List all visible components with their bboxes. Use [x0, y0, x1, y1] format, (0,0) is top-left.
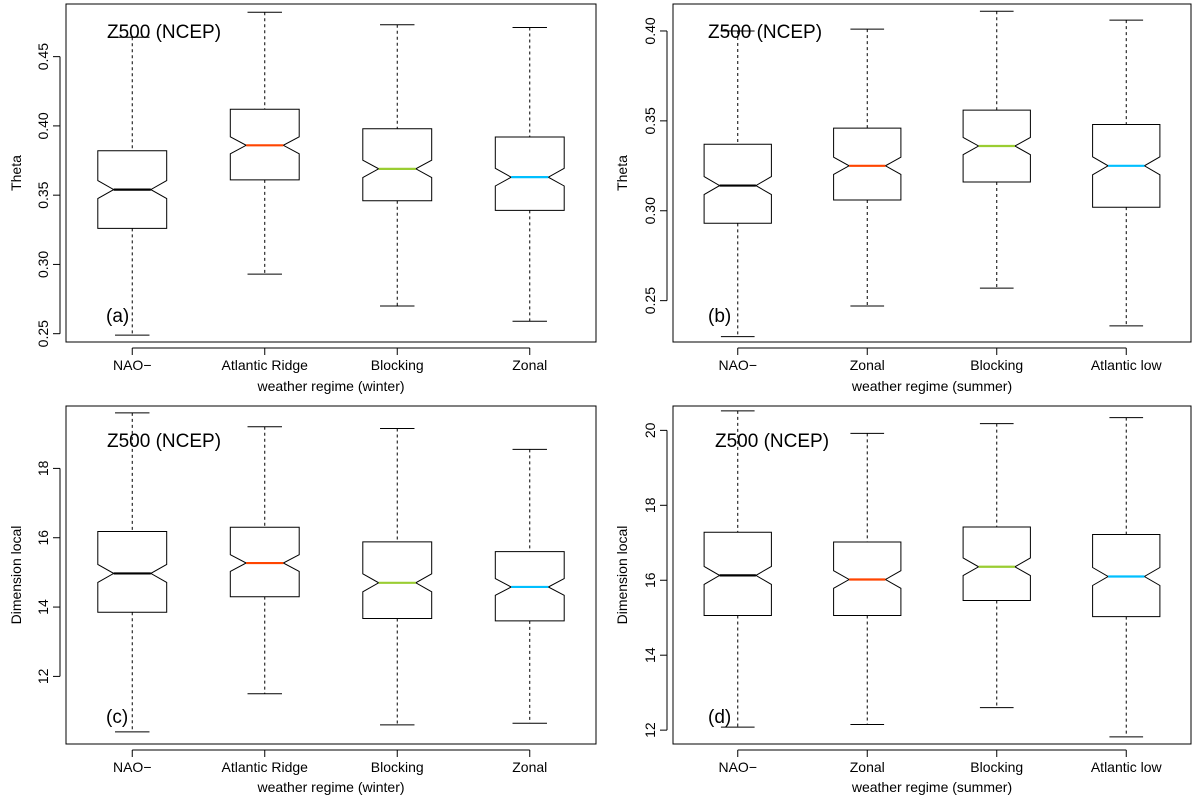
x-tick-label: NAO−: [718, 357, 757, 373]
y-tick-label: 0.35: [642, 107, 658, 134]
x-tick-label: Atlantic low: [1091, 357, 1163, 373]
panel-annotation: Z500 (NCEP): [107, 431, 221, 452]
panel-label: (d): [708, 707, 731, 728]
x-tick-label: Zonal: [512, 357, 547, 373]
y-axis-label: Theta: [614, 155, 630, 191]
y-tick-label: 12: [642, 722, 658, 738]
x-tick-label: Blocking: [371, 759, 424, 775]
panel-b: 0.25 0.30 0.35 0.40 NAO− Zonal Blocking Atlanti…: [614, 4, 1191, 394]
y-axis-label: Dimension local: [8, 526, 24, 625]
x-tick-label: Zonal: [512, 759, 547, 775]
y-tick-label: 0.40: [35, 112, 51, 139]
box: [834, 128, 901, 200]
panel-annotation: Z500 (NCEP): [107, 22, 221, 43]
x-tick-label: Zonal: [850, 357, 885, 373]
panel-label: (c): [106, 707, 128, 728]
x-axis-label: weather regime (winter): [256, 779, 404, 795]
box: [704, 532, 771, 615]
box: [495, 137, 564, 210]
box: [963, 527, 1030, 601]
y-tick-label: 0.25: [35, 320, 51, 347]
y-tick-label: 0.35: [35, 181, 51, 208]
x-axis-label: weather regime (summer): [851, 779, 1012, 795]
x-tick-label: NAO−: [113, 759, 152, 775]
x-tick-label: Blocking: [371, 357, 424, 373]
y-tick-label: 0.30: [35, 251, 51, 278]
y-tick-label: 0.30: [642, 197, 658, 224]
panel-annotation: Z500 (NCEP): [708, 22, 822, 43]
y-tick-label: 18: [642, 497, 658, 513]
panel-annotation: Z500 (NCEP): [715, 431, 829, 452]
y-tick-label: 20: [642, 422, 658, 438]
x-axis-label: weather regime (winter): [256, 378, 404, 394]
y-tick-label: 0.25: [642, 287, 658, 314]
x-tick-label: Atlantic Ridge: [222, 357, 309, 373]
box: [363, 129, 432, 201]
x-tick-label: Blocking: [970, 759, 1023, 775]
x-axis-label: weather regime (summer): [851, 378, 1012, 394]
x-tick-label: Atlantic Ridge: [222, 759, 309, 775]
x-tick-label: NAO−: [718, 759, 757, 775]
box: [98, 532, 167, 613]
x-tick-label: NAO−: [113, 357, 152, 373]
y-tick-label: 14: [642, 647, 658, 663]
panel-a: 0.25 0.30 0.35 0.40 0.45 NAO− Atlantic Ridge Bl…: [8, 4, 596, 394]
panel-label: (b): [708, 306, 731, 327]
box: [363, 542, 432, 619]
y-tick-label: 0.40: [642, 17, 658, 44]
x-tick-label: Blocking: [970, 357, 1023, 373]
y-tick-label: 0.45: [35, 43, 51, 70]
panel-label: (a): [106, 306, 129, 327]
y-tick-label: 14: [35, 599, 51, 615]
y-tick-label: 18: [35, 460, 51, 476]
y-tick-label: 16: [642, 572, 658, 588]
y-tick-label: 16: [35, 530, 51, 546]
box: [704, 144, 771, 223]
y-axis-label: Dimension local: [614, 526, 630, 625]
y-tick-label: 12: [35, 668, 51, 684]
x-tick-label: Atlantic low: [1091, 759, 1163, 775]
x-tick-label: Zonal: [850, 759, 885, 775]
y-axis-label: Theta: [8, 155, 24, 191]
